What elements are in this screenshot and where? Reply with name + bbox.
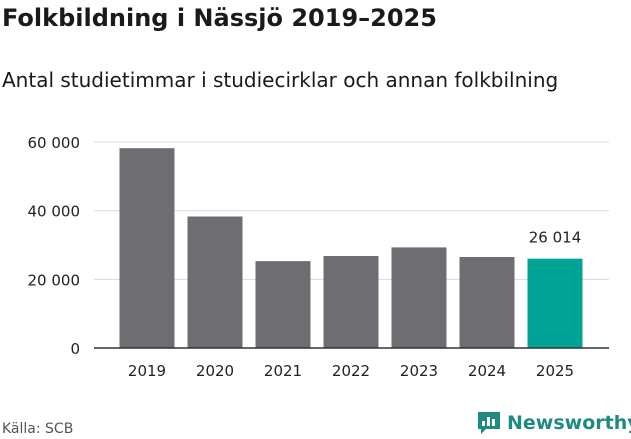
bar-chart: 0 20 000 40 000 60 000 2019 2020 2021 2022 2023 2… <box>28 134 609 380</box>
x-tick-label: 2021 <box>264 362 302 380</box>
data-label: 26 014 <box>529 229 582 247</box>
newsworthy-logo-icon <box>478 412 500 434</box>
bar <box>119 148 175 348</box>
y-tick-label: 20 000 <box>28 271 81 289</box>
bar <box>527 258 583 348</box>
chart-title: Folkbildning i Nässjö 2019–2025 <box>2 4 437 32</box>
bar <box>255 261 311 348</box>
x-tick-label: 2025 <box>536 362 574 380</box>
y-tick-label: 0 <box>70 340 80 358</box>
source-note: Källa: SCB <box>2 421 74 437</box>
x-tick-label: 2022 <box>332 362 370 380</box>
x-tick-label: 2024 <box>468 362 506 380</box>
bar <box>187 216 243 348</box>
brand-name: Newsworthy <box>507 412 631 434</box>
y-tick-label: 40 000 <box>28 203 81 221</box>
x-tick-label: 2019 <box>128 362 166 380</box>
x-tick-label: 2020 <box>196 362 234 380</box>
bar <box>323 255 379 348</box>
x-tick-label: 2023 <box>400 362 438 380</box>
bar <box>391 247 447 348</box>
newsworthy-logo: Newsworthy <box>476 408 631 438</box>
bar <box>459 257 515 348</box>
y-tick-label: 60 000 <box>28 134 81 152</box>
chart-subtitle: Antal studietimmar i studiecirklar och a… <box>2 68 559 92</box>
